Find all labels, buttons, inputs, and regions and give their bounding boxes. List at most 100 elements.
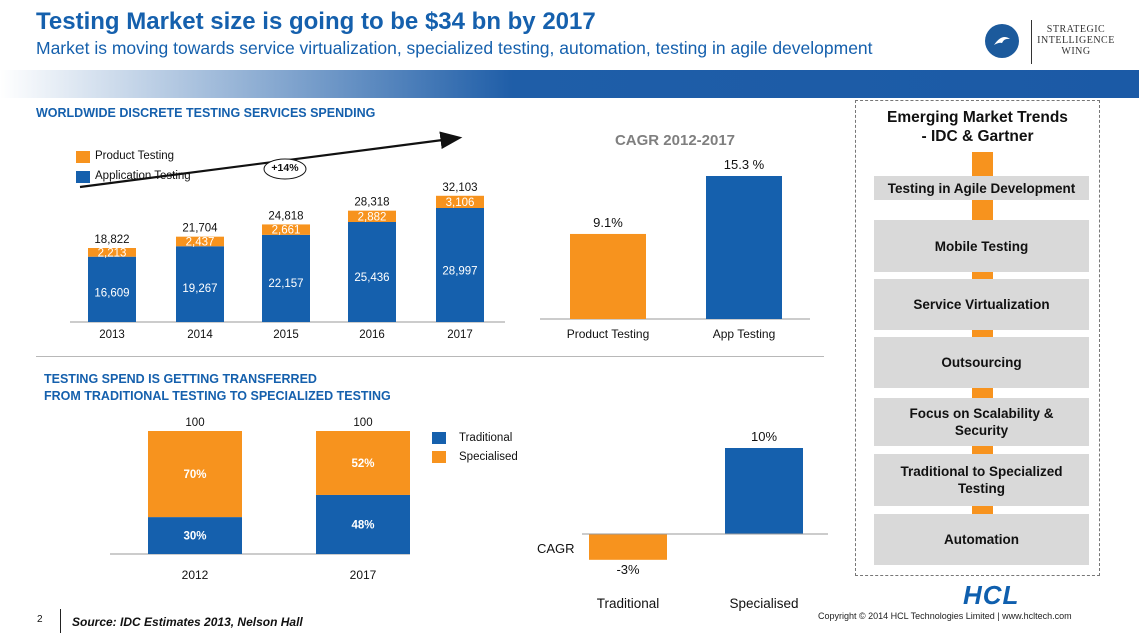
bar-value-label: -3%	[616, 562, 640, 577]
bar-cagr-split	[589, 534, 667, 560]
trend-item-line1: Automation	[944, 532, 1019, 547]
trend-item-agile: Testing in Agile Development	[874, 176, 1089, 200]
bar-cagr	[706, 176, 782, 319]
bar-application-testing	[176, 246, 224, 322]
chart4-ylabel: CAGR	[537, 541, 575, 556]
page-title: Testing Market size is going to be $34 b…	[36, 8, 596, 35]
trend-connector	[972, 152, 993, 176]
trend-connector	[972, 200, 993, 220]
logo-divider	[1031, 20, 1032, 64]
bar-value-label: 15.3 %	[724, 157, 765, 172]
bar-application-testing	[262, 234, 310, 322]
strategic-wing-logo-icon	[985, 24, 1019, 58]
x-tick-label: 2014	[187, 329, 213, 341]
trends-panel	[855, 100, 1100, 576]
trend-item-virtualization: Service Virtualization	[874, 279, 1089, 330]
bar-total-label: 28,318	[354, 197, 389, 209]
trend-item-outsourcing: Outsourcing	[874, 337, 1089, 388]
trend-item-line2: Testing	[957, 481, 1005, 496]
trend-item-automation: Automation	[874, 514, 1089, 565]
bar-traditional	[148, 517, 242, 554]
growth-annotation-oval	[263, 158, 307, 180]
bar-value-label: 10%	[751, 429, 777, 444]
hcl-logo: HCL	[963, 580, 1020, 610]
trend-item-line1: Traditional to Specialized	[900, 464, 1063, 479]
chart2-title: CAGR 2012-2017	[614, 132, 736, 149]
bar-label-product-testing: 2,213	[98, 247, 127, 259]
trend-connector	[972, 506, 993, 514]
bar-product-testing	[88, 248, 136, 257]
chart3-title-line2: FROM TRADITIONAL TESTING TO SPECIALIZED …	[44, 389, 391, 403]
brand-line-3: WING	[1061, 46, 1091, 57]
x-tick-label: Specialised	[729, 596, 798, 611]
source-note: Source: IDC Estimates 2013, Nelson Hall	[72, 615, 303, 629]
bar-application-testing	[348, 221, 396, 322]
trends-title: Emerging Market Trends - IDC & Gartner	[855, 108, 1100, 146]
x-tick-label: 2013	[99, 329, 125, 341]
trend-connector	[972, 330, 993, 337]
legend-application-testing-label: Application Testing	[95, 170, 191, 182]
section-divider	[36, 356, 824, 357]
bar-label-traditional: 48%	[351, 519, 374, 531]
trend-item-line1: Testing in Agile Development	[887, 180, 1076, 196]
bar-label-product-testing: 2,882	[358, 211, 387, 223]
bar-label-specialised: 52%	[351, 458, 374, 470]
bar-total-label: 24,818	[268, 210, 303, 222]
bar-cagr-split	[725, 448, 803, 534]
bar-cagr	[570, 233, 646, 319]
trend-item-line1: Mobile Testing	[934, 238, 1029, 254]
brand-line-2: INTELLIGENCE	[1037, 35, 1115, 46]
chart1-title: WORLDWIDE DISCRETE TESTING SERVICES SPEN…	[36, 106, 376, 120]
trend-item-line2: Security	[954, 423, 1009, 438]
copyright: Copyright © 2014 HCL Technologies Limite…	[818, 611, 1072, 621]
bar-product-testing	[262, 224, 310, 235]
footer-divider	[60, 609, 61, 633]
bar-application-testing	[436, 208, 484, 322]
trends-title-line2: - IDC & Gartner	[921, 128, 1034, 145]
x-tick-label: 2015	[273, 329, 299, 341]
bar-label-application-testing: 28,997	[442, 266, 477, 278]
x-tick-label: 2017	[350, 568, 377, 582]
bar-product-testing	[348, 210, 396, 222]
bar-specialised	[148, 431, 242, 518]
trend-item-mobile: Mobile Testing	[874, 220, 1089, 272]
legend-traditional-swatch	[432, 432, 446, 444]
legend-product-testing-swatch	[76, 151, 90, 163]
bar-label-application-testing: 16,609	[94, 288, 129, 300]
trend-item-scalability: Focus on Scalability & Security	[874, 398, 1089, 446]
bar-total-label: 18,822	[94, 234, 129, 246]
bar-label-traditional: 30%	[183, 531, 206, 543]
bar-product-testing	[176, 236, 224, 247]
trend-connector	[972, 446, 993, 454]
bar-traditional	[316, 494, 410, 554]
page-number: 2	[37, 614, 43, 625]
bar-product-testing	[436, 195, 484, 208]
growth-annotation: +14%	[271, 162, 299, 174]
trend-item-line1: Outsourcing	[941, 355, 1022, 370]
legend-traditional-label: Traditional	[459, 432, 513, 444]
trend-item-specialized: Traditional to Specialized Testing	[874, 454, 1089, 506]
legend-application-testing-swatch	[76, 171, 90, 183]
bar-total-label: 32,103	[442, 182, 477, 194]
x-tick-label: App Testing	[713, 327, 776, 341]
bar-label-product-testing: 2,437	[186, 236, 215, 248]
bar-label-application-testing: 19,267	[182, 283, 217, 295]
legend-specialised-label: Specialised	[459, 451, 518, 463]
bar-value-label: 9.1%	[593, 215, 623, 230]
trend-connector	[972, 272, 993, 279]
brand-line-1: STRATEGIC	[1046, 24, 1106, 35]
bar-label-application-testing: 25,436	[354, 272, 389, 284]
bar-label-application-testing: 22,157	[268, 278, 303, 290]
trend-item-line1: Focus on Scalability &	[909, 406, 1054, 421]
bar-total-label: 100	[353, 417, 372, 429]
x-tick-label: Traditional	[597, 596, 660, 611]
legend-product-testing-label: Product Testing	[95, 150, 175, 162]
bar-application-testing	[88, 256, 136, 322]
legend-specialised-swatch	[432, 451, 446, 463]
trend-item-line1: Service Virtualization	[913, 297, 1050, 312]
trend-connector	[972, 388, 993, 398]
bar-specialised	[316, 431, 410, 495]
bar-total-label: 100	[185, 417, 204, 429]
x-tick-label: 2017	[447, 329, 473, 341]
